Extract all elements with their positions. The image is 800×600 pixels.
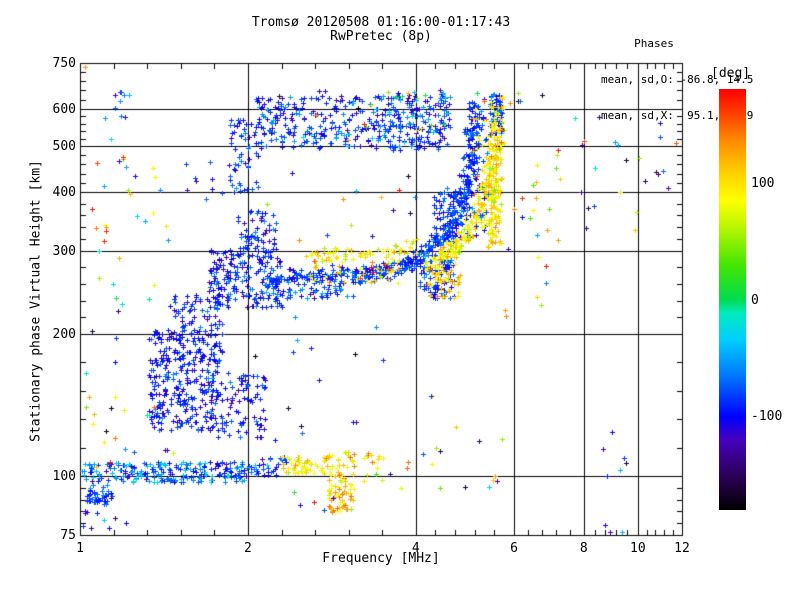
colorbar (719, 89, 746, 510)
y-tick-label: 75 (60, 528, 76, 543)
y-tick-label: 750 (52, 56, 76, 71)
y-tick-label: 100 (52, 469, 76, 485)
y-tick-label: 500 (52, 139, 76, 155)
x-tick-label: 4 (411, 541, 420, 556)
colorbar-tick-label: 100 (751, 175, 775, 191)
x-tick-label: 12 (674, 541, 690, 556)
y-axis-label: Stationary phase Virtual Height [km] (28, 160, 44, 442)
colorbar-tick-label: 0 (751, 292, 759, 308)
y-tick-label: 600 (52, 101, 76, 117)
y-tick-label: 300 (52, 243, 76, 259)
x-tick-label: 6 (510, 541, 518, 556)
colorbar-tick-label: -100 (751, 409, 783, 425)
x-tick-label: 1 (76, 541, 84, 556)
colorbar-label: [deg] (711, 66, 751, 81)
phases-heading: Phases (601, 37, 674, 50)
x-tick-label: 10 (630, 541, 646, 556)
x-axis-label: Frequency [MHz] (322, 551, 440, 566)
plot-subtitle: RwPretec (8p) (330, 29, 432, 44)
x-tick-label: 8 (579, 541, 588, 556)
x-tick-label: 2 (244, 541, 252, 556)
phases-o-line: mean, sd,O: -86.8, 14.5 (601, 73, 754, 86)
plot-title: Tromsø 20120508 01:16:00-01:17:43 (251, 15, 511, 30)
y-tick-label: 200 (52, 326, 76, 342)
y-tick-label: 400 (52, 184, 76, 200)
